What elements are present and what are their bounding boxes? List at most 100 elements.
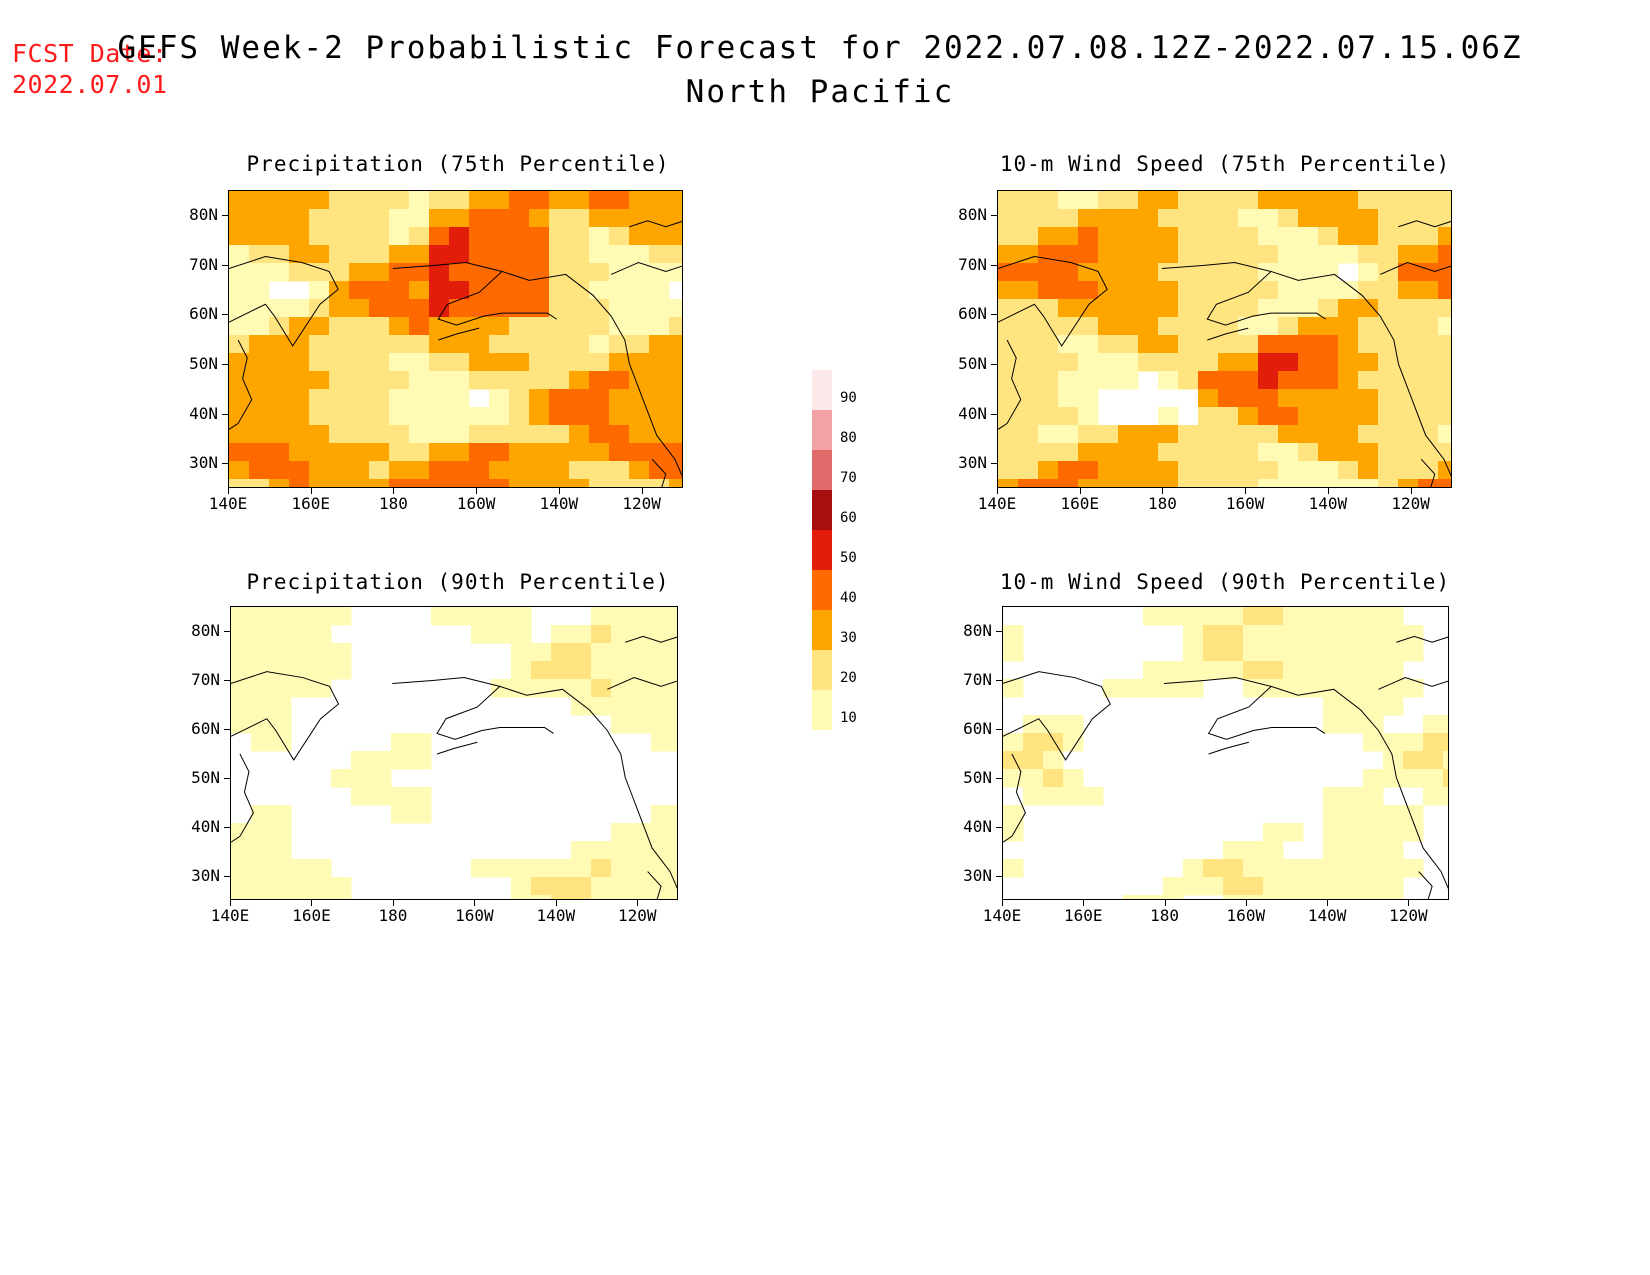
colorbar-segment	[812, 570, 832, 610]
x-tick	[997, 488, 998, 494]
field-cell	[571, 679, 592, 698]
field-cell	[289, 425, 310, 444]
field-cell	[1358, 407, 1379, 426]
map-area	[230, 606, 678, 900]
x-tick-label: 160W	[1225, 494, 1265, 513]
field-cell	[349, 191, 370, 210]
field-cell	[311, 895, 332, 899]
field-cell	[651, 607, 672, 626]
field-cell	[389, 335, 410, 354]
field-cell	[529, 209, 550, 228]
field-cell	[1423, 769, 1444, 788]
field-cell	[389, 479, 410, 487]
field-cell	[529, 281, 550, 300]
field-cell	[1383, 643, 1404, 662]
field-cell	[1258, 245, 1279, 264]
field-cell	[651, 679, 672, 698]
field-cell	[389, 281, 410, 300]
field-cell	[409, 389, 430, 408]
field-cell	[609, 209, 630, 228]
field-cell	[589, 371, 610, 390]
field-cell	[1418, 191, 1439, 210]
field-cell	[571, 643, 592, 662]
field-cell	[591, 841, 612, 860]
x-tick-label: 180	[1150, 906, 1179, 925]
field-cell	[669, 479, 682, 487]
field-cell	[1058, 335, 1079, 354]
field-cell	[549, 389, 570, 408]
y-tick-label: 60N	[189, 304, 218, 324]
field-cell	[1418, 389, 1439, 408]
field-cell	[1258, 407, 1279, 426]
field-cell	[489, 425, 510, 444]
field-cell	[1343, 679, 1364, 698]
field-cell	[1418, 281, 1439, 300]
colorbar-label: 50	[840, 550, 857, 566]
field-cell	[1363, 679, 1384, 698]
field-cell	[1138, 353, 1159, 372]
field-cell	[671, 859, 677, 878]
field-cell	[651, 805, 672, 824]
field-cell	[1098, 281, 1119, 300]
field-cell	[569, 209, 590, 228]
field-cell	[1418, 353, 1439, 372]
field-cell	[1263, 643, 1284, 662]
field-cell	[1258, 317, 1279, 336]
y-tick	[224, 679, 230, 681]
field-cell	[491, 859, 512, 878]
field-cell	[1203, 607, 1224, 626]
field-cell	[1283, 895, 1304, 899]
y-tick-label: 30N	[191, 865, 220, 885]
field-cell	[389, 317, 410, 336]
field-cell	[1038, 443, 1059, 462]
field-cell	[1183, 607, 1204, 626]
field-cell	[1198, 371, 1219, 390]
field-cell	[671, 733, 677, 752]
field-cell	[511, 877, 532, 896]
field-cell	[1438, 191, 1451, 210]
field-cell	[1218, 389, 1239, 408]
field-cell	[651, 715, 672, 734]
field-cell	[531, 679, 552, 698]
field-cell	[1258, 191, 1279, 210]
field-cell	[1343, 661, 1364, 680]
field-cell	[1223, 643, 1244, 662]
field-cell	[649, 425, 670, 444]
page-title: GEFS Week-2 Probabilistic Forecast for 2…	[117, 30, 1523, 66]
field-cell	[1178, 227, 1199, 246]
field-cell	[1398, 425, 1419, 444]
field-cell	[629, 245, 650, 264]
field-cell	[511, 607, 532, 626]
colorbar-segment	[812, 490, 832, 530]
field-cell	[1018, 317, 1039, 336]
field-cell	[1183, 859, 1204, 878]
field-cell	[1238, 389, 1259, 408]
field-cell	[1418, 227, 1439, 246]
field-cell	[1398, 281, 1419, 300]
x-tick-label: 120W	[1389, 906, 1428, 925]
field-cell	[269, 263, 290, 282]
field-cell	[529, 227, 550, 246]
field-cell	[511, 679, 532, 698]
page-subtitle: North Pacific	[685, 74, 955, 110]
field-cell	[1338, 353, 1359, 372]
field-cell	[629, 371, 650, 390]
field-cell	[509, 299, 530, 318]
field-cell	[531, 877, 552, 896]
field-cell	[571, 841, 592, 860]
field-cell	[1238, 425, 1259, 444]
field-cell	[1263, 823, 1284, 842]
x-tick	[558, 488, 560, 494]
field-cell	[671, 697, 677, 716]
forecast-field	[1003, 607, 1448, 899]
field-cell	[231, 643, 252, 662]
field-cell	[1218, 461, 1239, 480]
field-cell	[1043, 751, 1064, 770]
field-cell	[1078, 335, 1099, 354]
field-cell	[309, 227, 330, 246]
field-cell	[1318, 335, 1339, 354]
field-cell	[1003, 751, 1024, 770]
field-cell	[1218, 299, 1239, 318]
colorbar-label: 30	[840, 630, 857, 646]
field-cell	[1338, 227, 1359, 246]
